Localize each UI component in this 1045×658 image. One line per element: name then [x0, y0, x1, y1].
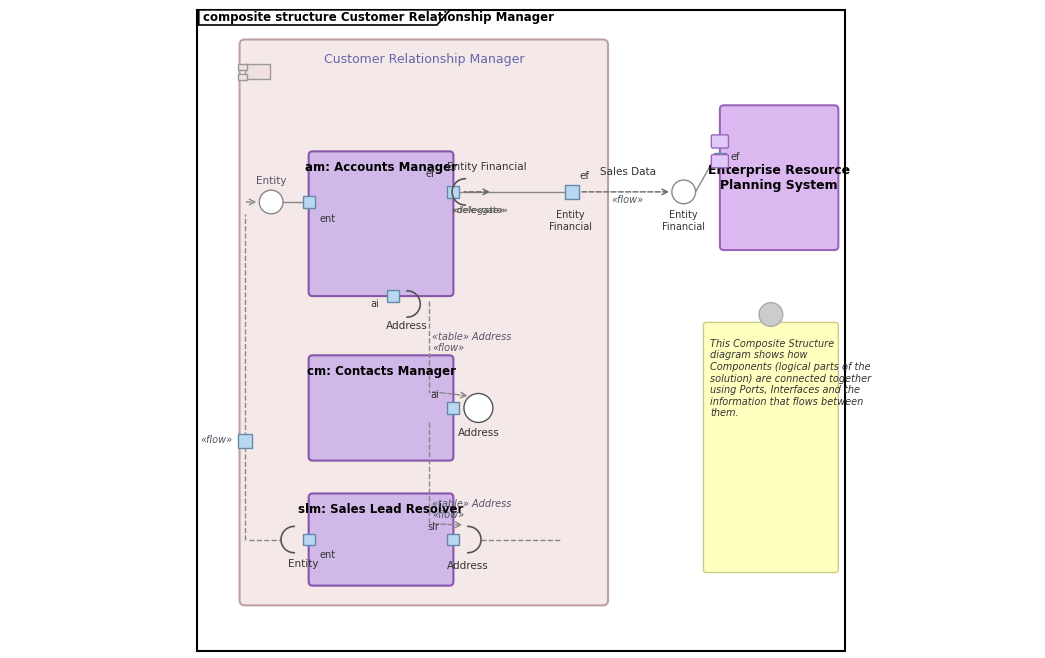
Text: slr: slr: [427, 522, 440, 532]
Text: cm: Contacts Manager: cm: Contacts Manager: [306, 365, 456, 378]
Text: This Composite Structure
diagram shows how
Components (logical parts of the
solu: This Composite Structure diagram shows h…: [710, 339, 872, 418]
Text: slm: Sales Lead Resolver: slm: Sales Lead Resolver: [298, 503, 464, 517]
Text: Sales Data: Sales Data: [600, 167, 656, 178]
FancyBboxPatch shape: [703, 322, 838, 572]
Polygon shape: [199, 10, 450, 25]
FancyBboxPatch shape: [308, 355, 454, 461]
Text: Entity: Entity: [288, 559, 319, 569]
Text: Entity Financial: Entity Financial: [447, 162, 527, 172]
Bar: [447, 402, 460, 414]
Bar: [714, 153, 726, 165]
Text: am: Accounts Manager: am: Accounts Manager: [305, 161, 457, 174]
Text: «delegate»: «delegate»: [451, 207, 505, 215]
Circle shape: [259, 190, 283, 214]
Text: «flow»: «flow»: [611, 195, 644, 205]
Bar: [303, 534, 315, 545]
Text: ai: ai: [431, 390, 439, 400]
Bar: [447, 186, 460, 198]
Text: Address: Address: [458, 428, 500, 438]
Text: Customer Relationship Manager: Customer Relationship Manager: [324, 53, 524, 66]
FancyBboxPatch shape: [720, 105, 838, 250]
Text: ent: ent: [319, 214, 335, 224]
Bar: [447, 534, 460, 545]
FancyBboxPatch shape: [308, 151, 454, 296]
Text: ef: ef: [730, 152, 740, 163]
Bar: [387, 290, 398, 302]
Bar: [564, 185, 579, 199]
Text: «flow»: «flow»: [432, 510, 464, 520]
Text: Entity
Financial: Entity Financial: [549, 211, 593, 232]
Text: «dele»gate»: «dele»gate»: [451, 207, 508, 215]
Text: Address: Address: [447, 561, 489, 570]
FancyBboxPatch shape: [712, 135, 728, 148]
Bar: [237, 434, 252, 448]
Text: composite structure Customer Relationship Manager: composite structure Customer Relationshi…: [204, 11, 554, 24]
Bar: [303, 196, 315, 208]
Text: Entity: Entity: [256, 176, 286, 186]
Bar: [238, 74, 248, 80]
FancyBboxPatch shape: [308, 494, 454, 586]
Text: «table» Address: «table» Address: [432, 332, 511, 342]
Circle shape: [672, 180, 696, 204]
Text: ef: ef: [580, 171, 589, 182]
Circle shape: [464, 393, 493, 422]
FancyBboxPatch shape: [712, 155, 728, 168]
Text: «flow»: «flow»: [432, 343, 464, 353]
Bar: [245, 64, 270, 79]
Text: «flow»: «flow»: [201, 434, 233, 445]
Circle shape: [759, 303, 783, 326]
Text: Enterprise Resource
Planning System: Enterprise Resource Planning System: [709, 164, 851, 191]
Text: Address: Address: [387, 321, 428, 331]
Text: ai: ai: [371, 299, 379, 309]
Bar: [238, 64, 248, 70]
Text: Entity
Financial: Entity Financial: [663, 211, 705, 232]
Text: ent: ent: [319, 550, 335, 560]
Text: «table» Address: «table» Address: [432, 499, 511, 509]
FancyBboxPatch shape: [239, 39, 608, 605]
Text: ef: ef: [425, 168, 435, 179]
